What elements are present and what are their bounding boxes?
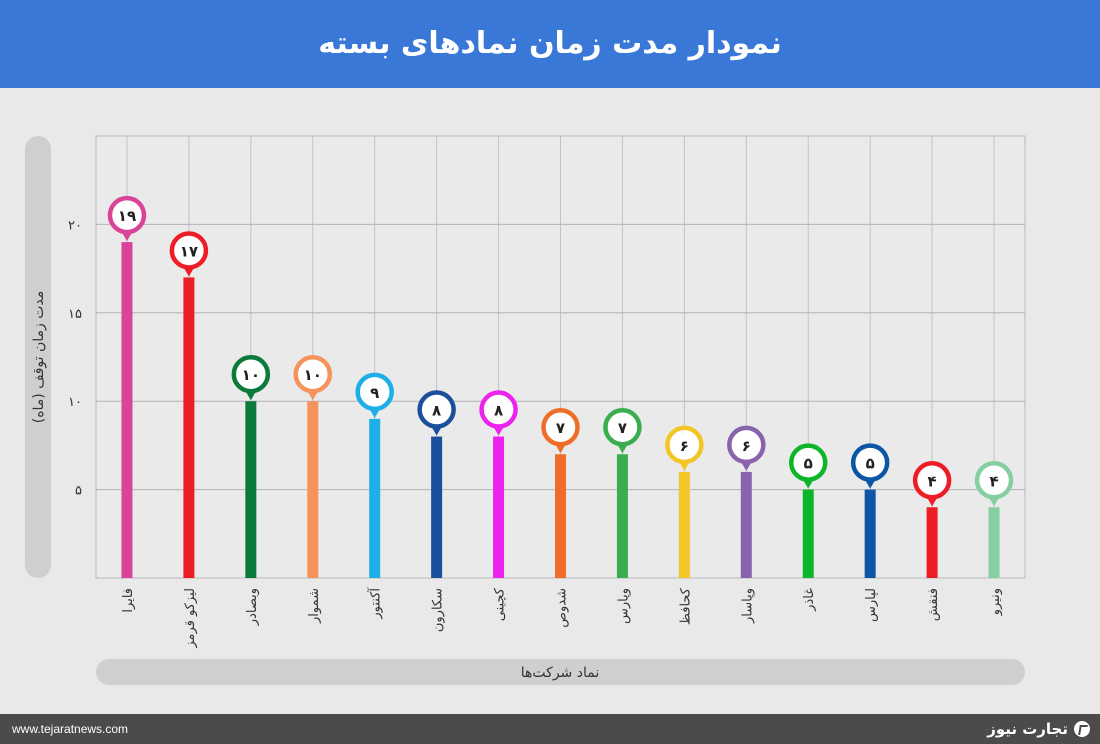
x-tick-label: سکارون [431, 588, 446, 632]
bar [245, 401, 257, 578]
x-tick-label: آکنتور [367, 587, 384, 620]
data-label: ۴ [989, 472, 998, 490]
y-axis-label-pill [25, 136, 51, 578]
x-tick-label: شموار [307, 588, 322, 624]
value-marker [231, 354, 271, 394]
x-tick-label: وپاسار [740, 588, 755, 624]
y-tick-label: ۱۰ [68, 395, 82, 410]
bar [555, 454, 566, 578]
y-tick-label: ۵ [75, 484, 82, 499]
value-marker [479, 390, 518, 429]
data-label: ۷ [618, 419, 627, 437]
bar [740, 471, 752, 578]
x-tick-label: شدوص [555, 588, 570, 628]
bar [369, 418, 381, 578]
chart-area: ۵ ۱۰ ۱۵ ۲۰ مدت زمان توقف (ماه) نماد شرکت‌ها ۱۹… [0, 88, 1100, 714]
data-label: ۵ [804, 455, 813, 473]
data-label: ۱۰ [304, 366, 322, 384]
data-label: ۹ [370, 384, 379, 402]
brand-logo: تجارت نیوز [987, 714, 1090, 744]
data-label: ۵ [866, 455, 875, 473]
value-marker [788, 443, 828, 482]
data-label: ۸ [494, 402, 503, 420]
header-bar: نمودار مدت زمان نمادهای بسته [0, 0, 1100, 88]
bar [864, 489, 876, 578]
value-marker [169, 231, 209, 270]
x-tick-label: وبصادر [245, 588, 260, 626]
value-marker [912, 461, 952, 500]
data-label: ۸ [432, 402, 441, 420]
value-marker [974, 461, 1014, 500]
data-label: ۱۹ [118, 207, 136, 225]
bar [678, 471, 690, 578]
y-tick-label: ۲۰ [68, 218, 82, 233]
bar-chart: ۵ ۱۰ ۱۵ ۲۰ مدت زمان توقف (ماه) نماد شرکت‌ها ۱۹… [25, 135, 1026, 685]
data-label: ۱۷ [180, 242, 198, 260]
value-marker [603, 407, 642, 447]
x-tick-label: فایرا [121, 588, 136, 613]
value-marker [850, 443, 890, 482]
bar [926, 507, 938, 578]
bar [121, 242, 133, 578]
data-label: ۶ [742, 437, 751, 455]
bar [802, 489, 814, 578]
x-tick-label: وپارس [616, 588, 631, 624]
page-title: نمودار مدت زمان نمادهای بسته [318, 26, 782, 61]
x-tick-label: غاذر [802, 588, 817, 612]
footer-bar: www.tejaratnews.com تجارت نیوز [0, 714, 1100, 744]
value-marker [355, 372, 394, 412]
x-tick-label: کحافظ [678, 587, 693, 625]
value-marker [107, 195, 147, 235]
value-marker [293, 354, 333, 394]
y-tick-label: ۱۵ [68, 307, 82, 322]
data-label: ۱۰ [242, 366, 260, 384]
bar [616, 454, 628, 578]
value-marker [727, 425, 766, 465]
x-axis-label-pill [96, 659, 1025, 685]
data-label: ۴ [928, 472, 937, 490]
x-tick-label: ونیرو [988, 588, 1003, 616]
y-axis-label: مدت زمان توقف (ماه) [31, 291, 47, 424]
x-tick-label: لپارس [864, 588, 879, 622]
x-tick-label: لیزکو قرمز [183, 588, 198, 649]
bar [183, 277, 195, 578]
bar [493, 436, 505, 578]
website-url[interactable]: www.tejaratnews.com [12, 722, 129, 736]
value-marker [665, 425, 704, 465]
bar [988, 507, 1000, 578]
value-marker [417, 390, 456, 429]
data-label: ۷ [556, 419, 565, 437]
bar [307, 401, 319, 578]
tejaratnews-logo-icon [1074, 721, 1090, 737]
x-tick-label: کچینی [493, 587, 508, 621]
x-tick-label: فنقش [926, 588, 941, 621]
data-label: ۶ [680, 437, 689, 455]
value-marker [541, 407, 580, 447]
brand-name: تجارت نیوز [987, 720, 1068, 738]
bar [431, 436, 443, 578]
x-axis-label: نماد شرکت‌ها [521, 665, 599, 681]
